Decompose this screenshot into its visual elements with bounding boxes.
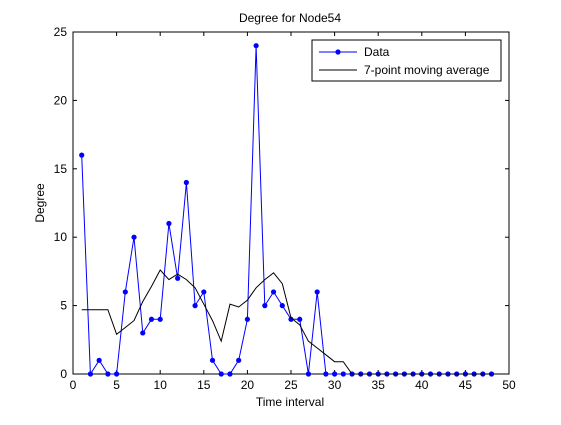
data-point (140, 330, 146, 336)
y-axis-label: Degree (33, 183, 47, 223)
data-point (340, 371, 346, 377)
x-tick-label: 30 (328, 378, 342, 392)
data-point (323, 371, 329, 377)
data-point (114, 371, 120, 377)
y-tick-label: 5 (60, 299, 67, 313)
data-point (96, 357, 102, 363)
y-tick-label: 15 (54, 162, 68, 176)
data-point (305, 371, 312, 377)
x-tick-label: 25 (284, 378, 298, 392)
data-point (148, 316, 155, 322)
y-tick-label: 20 (54, 93, 68, 107)
axes-frame (72, 31, 510, 375)
legend-label: Data (364, 45, 390, 59)
legend-marker (335, 49, 341, 55)
data-point (332, 371, 338, 377)
x-tick-label: 15 (197, 378, 211, 392)
data-point (157, 316, 163, 322)
x-axis-label: Time interval (256, 395, 324, 409)
data-point (87, 371, 94, 377)
data-point (288, 316, 294, 322)
x-tick-label: 20 (241, 378, 255, 392)
y-tick-label: 0 (60, 367, 67, 381)
plot-area: 0 5 10 15 20 25 30 35 40 45 50 0 5 10 15 20 25 Data 7-poin… (54, 25, 516, 392)
data-point (236, 357, 242, 363)
data-point (131, 234, 137, 240)
data-point (166, 220, 172, 227)
legend-label: 7-point moving average (364, 63, 490, 77)
data-point (183, 179, 189, 186)
data-point (175, 275, 181, 281)
data-point (262, 303, 268, 309)
data-point (122, 289, 128, 295)
x-tick-label: 0 (70, 378, 77, 392)
x-tick-label: 40 (415, 378, 429, 392)
x-tick-label: 5 (113, 378, 120, 392)
y-tick-label: 10 (54, 230, 68, 244)
x-tick-label: 45 (459, 378, 473, 392)
x-tick-label: 35 (372, 378, 386, 392)
data-series-line (81, 45, 492, 376)
data-point (192, 303, 198, 309)
data-point (227, 371, 233, 377)
x-tick-label: 50 (502, 378, 516, 392)
data-point (244, 316, 250, 322)
data-point (314, 289, 320, 295)
data-point (209, 357, 216, 363)
chart-title: Degree for Node54 (239, 11, 341, 25)
data-point (270, 289, 277, 295)
data-point (297, 316, 303, 322)
data-point (253, 43, 259, 49)
data-point (218, 371, 224, 377)
moving-average-line (81, 269, 492, 375)
legend: Data 7-point moving average (311, 39, 502, 82)
y-tick-label: 25 (54, 25, 68, 39)
legend-box (311, 39, 502, 82)
data-point (105, 371, 111, 377)
data-point (201, 289, 207, 295)
x-tick-label: 10 (154, 378, 168, 392)
data-point (79, 152, 85, 158)
data-point (279, 303, 285, 309)
